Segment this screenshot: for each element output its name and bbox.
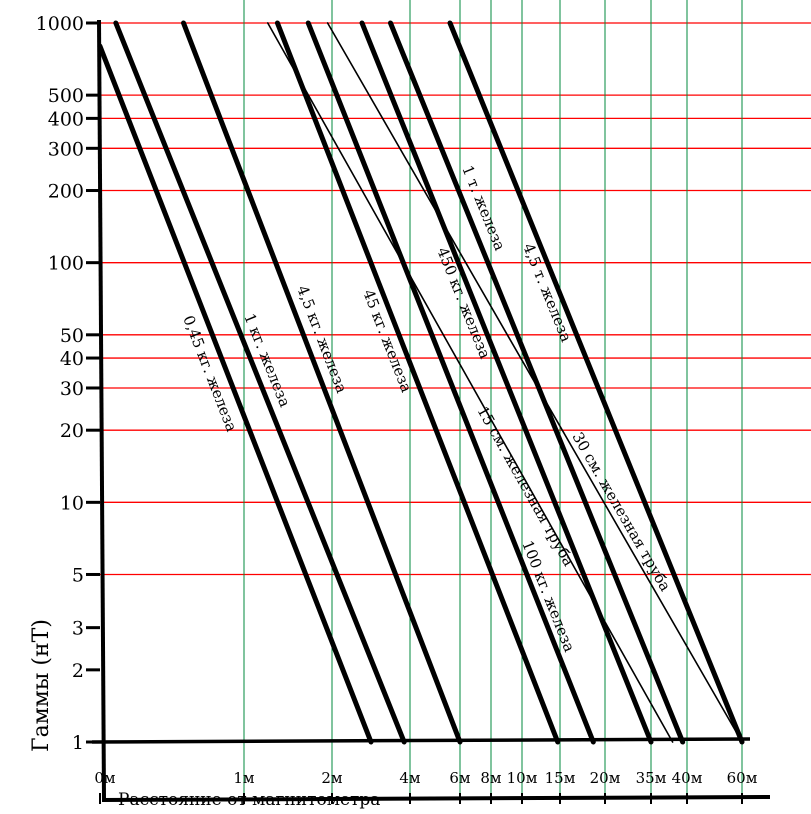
x-tick-label: 35м <box>636 769 667 787</box>
series-line <box>359 20 654 745</box>
x-tick-label: 2м <box>321 769 343 787</box>
series-line <box>326 22 743 743</box>
series-line <box>274 20 561 745</box>
x-tick-label: 1м <box>233 769 255 787</box>
x-tick-label: 20м <box>590 769 621 787</box>
y-tick-label: 1 <box>72 732 84 754</box>
y-tick-label: 1000 <box>36 13 84 35</box>
x-tick-label: 4м <box>399 769 421 787</box>
y-tick-label: 40 <box>60 348 84 370</box>
series-line <box>305 20 596 745</box>
baseline-1-gamma <box>91 737 751 744</box>
x-tick-label: 6м <box>449 769 471 787</box>
y-tick-label: 400 <box>48 108 84 130</box>
y-axis-line <box>97 19 106 801</box>
x-axis-line <box>101 795 771 802</box>
series-line <box>388 20 686 745</box>
x-tick-label: 40м <box>672 769 703 787</box>
y-tick-label: 50 <box>60 325 84 347</box>
series-line <box>266 22 674 743</box>
y-tick-label: 30 <box>60 378 84 400</box>
y-tick-label: 100 <box>48 253 84 275</box>
y-axis-title: Гаммы (нТ) <box>29 619 54 752</box>
y-tick-label: 10 <box>60 492 84 514</box>
x-tick-label: 15м <box>545 769 576 787</box>
x-axis-title: Расстояние от магнитометра <box>118 790 380 810</box>
series-line <box>97 43 374 745</box>
x-tick-label: 8м <box>480 769 502 787</box>
x-tick-label: 60м <box>727 769 758 787</box>
series-line <box>447 20 745 745</box>
y-tick-label: 5 <box>72 564 84 586</box>
series-line <box>181 20 463 745</box>
y-tick-label: 20 <box>60 420 84 442</box>
y-tick-label: 500 <box>48 85 84 107</box>
y-tick-label: 300 <box>48 138 84 160</box>
y-tick-label: 3 <box>72 618 84 640</box>
x-tick-label: 0м <box>94 769 116 787</box>
y-tick-label: 200 <box>48 181 84 203</box>
y-tick-label: 2 <box>72 660 84 682</box>
x-tick-label: 10м <box>507 769 538 787</box>
series-label: 30 см. железная труба <box>569 429 675 594</box>
series-line <box>113 20 407 745</box>
